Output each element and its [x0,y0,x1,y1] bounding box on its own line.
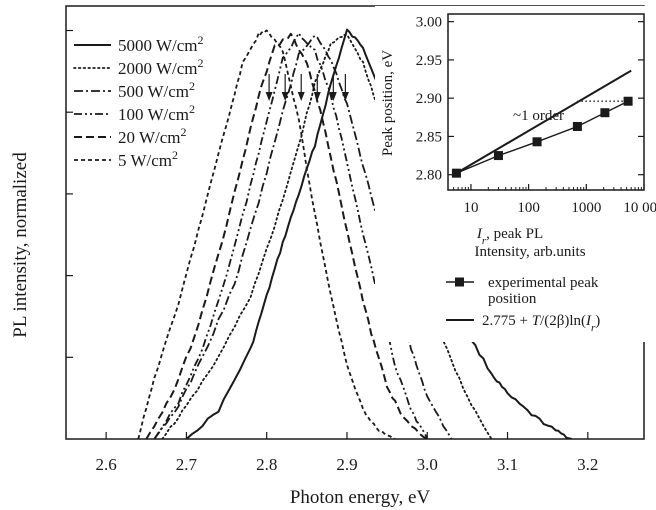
main-x-tick-label: 3.0 [417,455,438,474]
legend-label-2: 500 W/cm2 [118,79,195,101]
legend-label-0: 5000 W/cm2 [118,33,203,55]
main-x-axis-label: Photon energy, eV [290,487,431,508]
peak-arrow [329,74,337,101]
pl-spectrum-20-w-cm2 [145,32,428,439]
inset-x-axis-label: Ir, peak PL [476,226,543,247]
legend-label-3: 100 W/cm2 [118,102,195,124]
main-x-tick-label: 2.8 [256,455,277,474]
experimental-peak-marker [493,151,503,161]
main-x-tick-label: 2.6 [96,455,117,474]
inset-y-tick-label: 3.00 [416,15,442,31]
peak-arrows [265,74,349,101]
pl-spectrum-5-w-cm2 [137,29,396,439]
peak-arrow [281,74,289,101]
peak-arrow [265,74,273,101]
inset-legend: experimental peak position 2.775 + T/(2β… [446,275,600,334]
inset-x-tick-label: 100 [517,200,540,216]
peak-arrow [341,74,349,101]
inset-ticks: 2.80 2.85 2.90 2.95 3.00 10 100 1000 10 000 [416,15,656,216]
fit-line [455,69,632,175]
main-y-ticks [66,29,73,358]
experimental-peak-marker [623,96,633,106]
inset-x-tick-label: 10 [463,200,478,216]
order-annotation-text: ~1 order [513,108,564,124]
inset-series-group [451,69,633,178]
main-chart: 2.6 2.7 2.8 2.9 3.0 3.1 3.2 Photon energy, eV … [10,5,645,508]
inset-panel-background [375,6,650,342]
main-y-axis-label: PL intensity, normalized [10,152,31,338]
inset-y-axis-label: Peak position, eV [380,50,396,156]
peak-arrow [297,74,305,101]
experimental-peak-marker [532,137,542,147]
main-x-tick-label: 2.7 [176,455,198,474]
main-x-ticks: 2.6 2.7 2.8 2.9 3.0 3.1 3.2 [96,432,598,474]
legend-label-experimental-line2: position [488,291,537,307]
experimental-peak-marker [572,121,582,131]
main-x-tick-label: 3.1 [497,455,518,474]
legend-label-4: 20 W/cm2 [118,125,186,147]
inset-x-axis-label-line2: Intensity, arb.units [474,244,585,260]
inset-y-tick-label: 2.80 [416,168,442,184]
inset-y-tick-label: 2.95 [416,53,442,69]
legend-label-fit: 2.775 + T/(2β)ln(Ir) [482,313,600,334]
main-x-tick-label: 2.9 [336,455,357,474]
legend-label-5: 5 W/cm2 [118,148,178,170]
main-x-tick-label: 3.2 [577,455,598,474]
experimental-peak-marker [600,108,610,118]
inset-y-tick-label: 2.85 [416,129,442,145]
legend-label-1: 2000 W/cm2 [118,56,203,78]
inset-y-tick-label: 2.90 [416,91,442,107]
experimental-peak-marker [451,168,461,178]
inset-x-tick-label: 1000 [571,200,601,216]
inset-x-tick-label: 10 000 [623,200,656,216]
legend-label-experimental: experimental peak [488,275,599,291]
inset-chart: 2.80 2.85 2.90 2.95 3.00 10 100 1000 10 000 ~1 o… [375,6,656,342]
legend-square-marker-experimental [455,277,464,287]
order-annotation: ~1 order [513,100,629,124]
peak-arrow [313,74,321,101]
